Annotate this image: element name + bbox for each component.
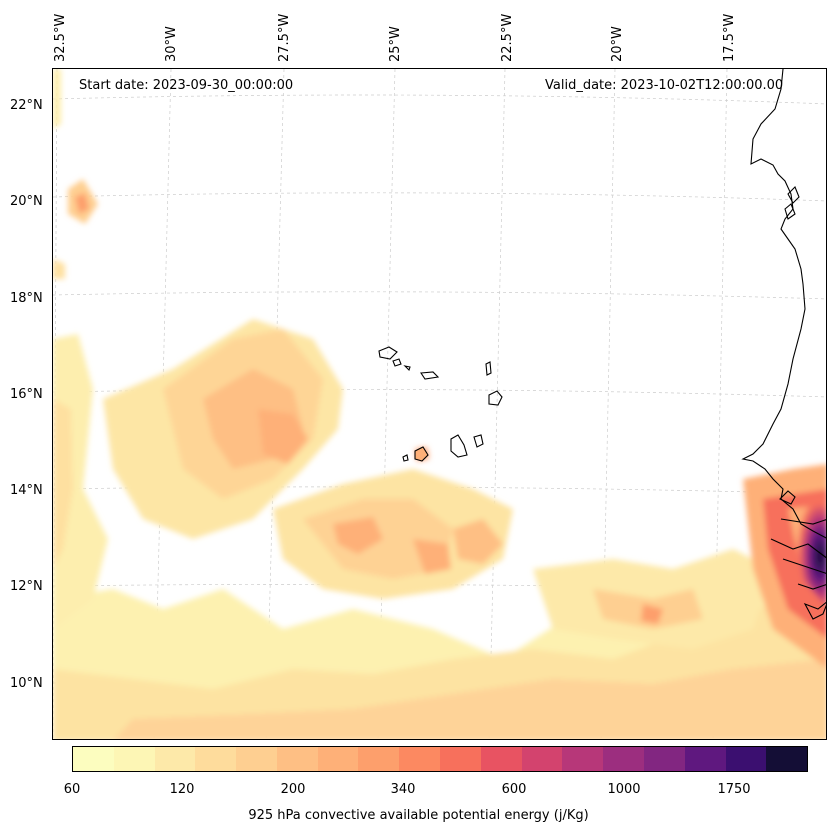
colorbar-swatch — [725, 747, 767, 771]
colorbar-swatch — [480, 747, 522, 771]
colorbar-tick-label: 120 — [169, 782, 195, 797]
cape-field-svg — [53, 69, 826, 739]
lat-label: 18°N — [10, 291, 43, 306]
colorbar-tick-label: 200 — [280, 782, 306, 797]
colorbar-label: 925 hPa convective available potential e… — [248, 808, 589, 823]
colorbar-swatch — [154, 747, 196, 771]
start-date-label: Start date: 2023-09-30_00:00:00 — [79, 78, 294, 93]
lat-label: 12°N — [10, 579, 43, 594]
colorbar-tick-label: 1000 — [607, 782, 641, 797]
colorbar-swatch — [562, 747, 604, 771]
lat-label: 10°N — [10, 676, 43, 691]
colorbar-swatch — [317, 747, 359, 771]
islands — [378, 346, 503, 462]
lon-label: 22.5°W — [500, 13, 515, 62]
colorbar-swatch — [521, 747, 563, 771]
lon-label: 25°W — [388, 26, 403, 62]
colorbar-swatch — [399, 747, 441, 771]
lon-label: 20°W — [610, 26, 625, 62]
lat-label: 16°N — [10, 387, 43, 402]
valid-date-label: Valid_date: 2023-10-02T12:00:00.00 — [545, 78, 784, 93]
colorbar-swatch — [766, 747, 808, 771]
lon-label: 17.5°W — [722, 13, 737, 62]
colorbar — [72, 746, 808, 772]
lon-label: 30°W — [164, 26, 179, 62]
colorbar-tick-label: 600 — [501, 782, 527, 797]
colorbar-swatch — [113, 747, 155, 771]
colorbar-tick-label: 60 — [63, 782, 81, 797]
colorbar-swatch — [236, 747, 277, 771]
colorbar-swatch — [643, 747, 685, 771]
colorbar-swatch — [276, 747, 318, 771]
colorbar-swatch — [73, 747, 114, 771]
colorbar-tick-label: 1750 — [717, 782, 751, 797]
colorbar-swatch — [603, 747, 644, 771]
lat-label: 20°N — [10, 194, 43, 209]
coastline — [741, 69, 826, 620]
lon-label: 32.5°W — [53, 13, 68, 62]
cape-field — [53, 69, 826, 739]
lat-label: 14°N — [10, 483, 43, 498]
colorbar-swatch — [358, 747, 400, 771]
lat-label: 22°N — [10, 98, 43, 113]
colorbar-swatch — [684, 747, 726, 771]
colorbar-tick-label: 340 — [390, 782, 416, 797]
map-plot-area[interactable] — [52, 68, 827, 740]
colorbar-swatch — [195, 747, 237, 771]
lon-label: 27.5°W — [277, 13, 292, 62]
colorbar-swatch — [440, 747, 481, 771]
